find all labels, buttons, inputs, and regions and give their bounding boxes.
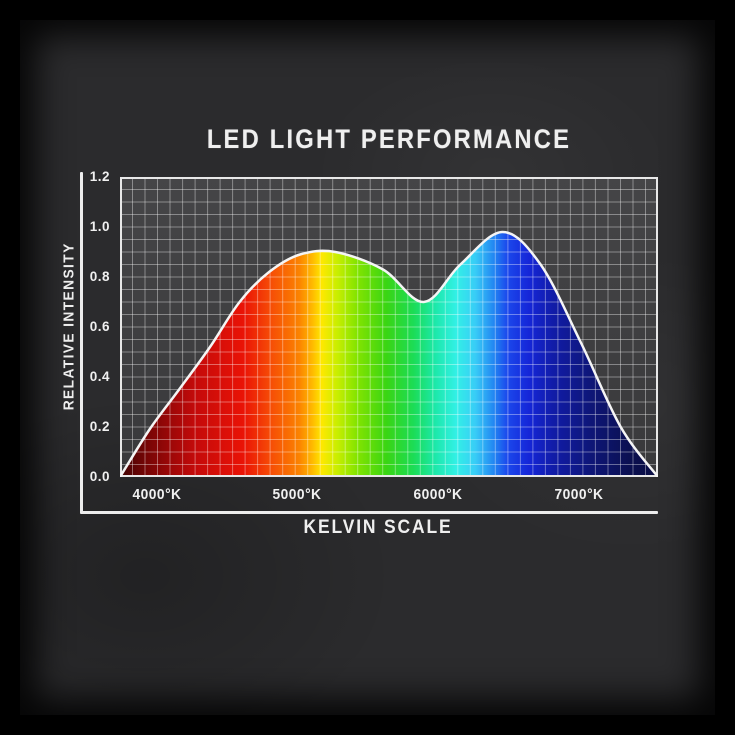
y-tick-label: 0.8 [89,269,110,284]
y-tick-label: 0.4 [89,369,110,384]
x-tick-label: 7000°K [554,487,604,503]
y-tick-label: 0.6 [89,319,110,334]
y-tick-label: 0.0 [89,469,110,484]
y-tick-label: 1.2 [89,169,110,184]
chart-plot [120,177,658,477]
x-tick-label: 4000°K [132,487,182,503]
spectrum-area [120,232,658,477]
x-tick-labels: 4000°K 5000°K 6000°K 7000°K [120,486,658,504]
y-tick-label: 1.0 [89,219,110,234]
y-tick-labels: 1.2 1.0 0.8 0.6 0.4 0.2 0.0 [66,169,110,484]
y-tick-label: 0.2 [89,419,110,434]
intensity-curve [120,230,658,477]
x-tick-label: 6000°K [413,487,463,503]
x-axis-title: KELVIN SCALE [303,517,453,538]
chart-title: LED LIGHT PERFORMANCE [206,124,572,154]
x-tick-label: 5000°K [272,487,322,503]
grid-lines [120,177,658,477]
y-axis-line [80,172,83,513]
x-axis-line [80,511,658,514]
plot-border [120,177,658,477]
